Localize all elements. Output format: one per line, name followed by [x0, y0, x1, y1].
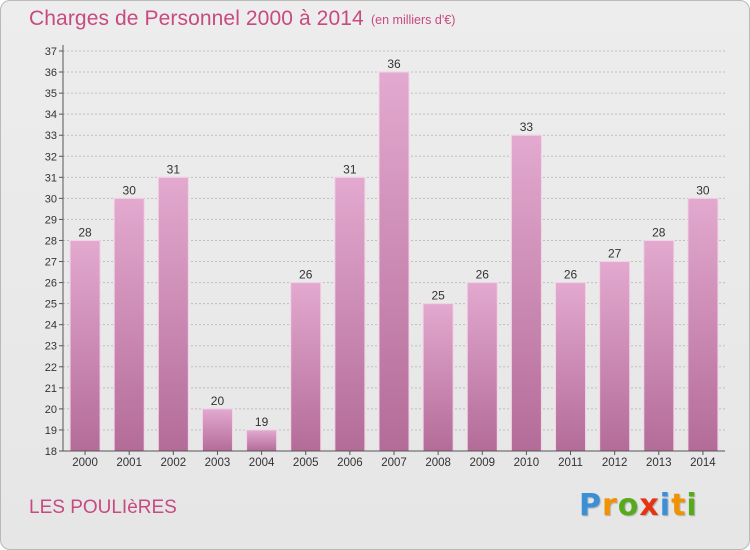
data-label: 36: [387, 57, 401, 71]
data-label: 27: [608, 247, 622, 261]
logo-letter: i: [686, 488, 698, 523]
x-tick-label: 2005: [293, 457, 319, 469]
x-tick-label: 2011: [558, 457, 583, 469]
y-tick-label: 20: [45, 404, 57, 416]
y-tick-label: 36: [45, 67, 57, 79]
proxiti-logo: Proxiti: [579, 488, 698, 523]
bar-2002: [157, 176, 189, 452]
logo-letter: i: [659, 488, 672, 523]
data-label: 26: [564, 268, 578, 282]
y-tick-label: 22: [45, 362, 57, 374]
data-label: 26: [476, 268, 490, 282]
bar-2000: [69, 239, 101, 452]
y-tick-label: 23: [45, 341, 57, 353]
data-label: 30: [696, 183, 710, 197]
data-label: 28: [78, 225, 92, 239]
logo-letter: o: [617, 488, 640, 523]
x-tick-label: 2012: [602, 457, 628, 469]
data-label: 19: [255, 415, 269, 429]
y-tick-label: 37: [45, 46, 57, 58]
logo-letter: P: [579, 488, 602, 523]
y-tick-label: 33: [45, 130, 57, 142]
x-tick-label: 2007: [381, 457, 407, 469]
bar-2006: [334, 176, 366, 452]
x-tick-label: 2013: [646, 457, 672, 469]
bar-2014: [687, 197, 719, 452]
bar-2009: [466, 282, 498, 452]
y-tick-label: 18: [45, 446, 57, 458]
bar-2001: [113, 197, 145, 452]
bar-2012: [599, 261, 631, 452]
x-tick-label: 2006: [337, 457, 363, 469]
bar-2008: [422, 303, 454, 452]
chart-title: Charges de Personnel 2000 à 2014: [29, 7, 364, 30]
bar-2004: [246, 429, 278, 452]
bar-2007: [378, 71, 410, 452]
x-tick-label: 2003: [205, 457, 231, 469]
bar-2005: [290, 282, 322, 452]
data-label: 28: [652, 225, 666, 239]
y-tick-label: 34: [45, 109, 57, 121]
logo-letter: t: [671, 488, 687, 523]
x-tick-label: 2001: [116, 457, 142, 469]
x-tick-label: 2000: [72, 457, 98, 469]
bars: [69, 71, 719, 452]
y-tick-label: 19: [45, 425, 57, 437]
labels: 18 19 20 21 22 23 24 25 26 27 28 29 30 31 32 33 34 35 36 37…: [45, 46, 717, 469]
data-label: 30: [123, 183, 137, 197]
y-tick-label: 29: [45, 214, 57, 226]
data-label: 31: [343, 162, 357, 176]
bar-2013: [643, 239, 675, 452]
y-tick-label: 28: [45, 235, 57, 247]
x-tick-label: 2014: [690, 457, 716, 469]
x-tick-label: 2010: [514, 457, 540, 469]
bar-2003: [201, 408, 233, 452]
logo-letter: x: [639, 488, 660, 523]
data-label: 20: [211, 394, 225, 408]
x-tick-label: 2004: [249, 457, 275, 469]
y-tick-label: 21: [45, 383, 57, 395]
bar-2011: [555, 282, 587, 452]
y-tick-label: 25: [45, 299, 57, 311]
bar-2010: [510, 134, 542, 452]
y-tick-label: 30: [45, 193, 57, 205]
y-tick-label: 35: [45, 88, 57, 100]
y-tick-label: 31: [45, 172, 57, 184]
chart-subtitle: (en milliers d'€): [371, 13, 456, 27]
logo-letter: r: [602, 488, 618, 523]
data-label: 31: [167, 162, 181, 176]
x-tick-label: 2002: [161, 457, 187, 469]
y-tick-label: 32: [45, 151, 57, 163]
x-tick-label: 2009: [469, 457, 495, 469]
data-label: 26: [299, 268, 313, 282]
data-label: 25: [431, 289, 445, 303]
y-tick-label: 26: [45, 278, 57, 290]
y-tick-label: 27: [45, 257, 57, 269]
data-label: 33: [520, 120, 534, 134]
x-tick-label: 2008: [425, 457, 451, 469]
y-tick-label: 24: [45, 320, 57, 332]
axes: [59, 45, 725, 455]
commune-name: LES POULIèRES: [29, 497, 177, 518]
